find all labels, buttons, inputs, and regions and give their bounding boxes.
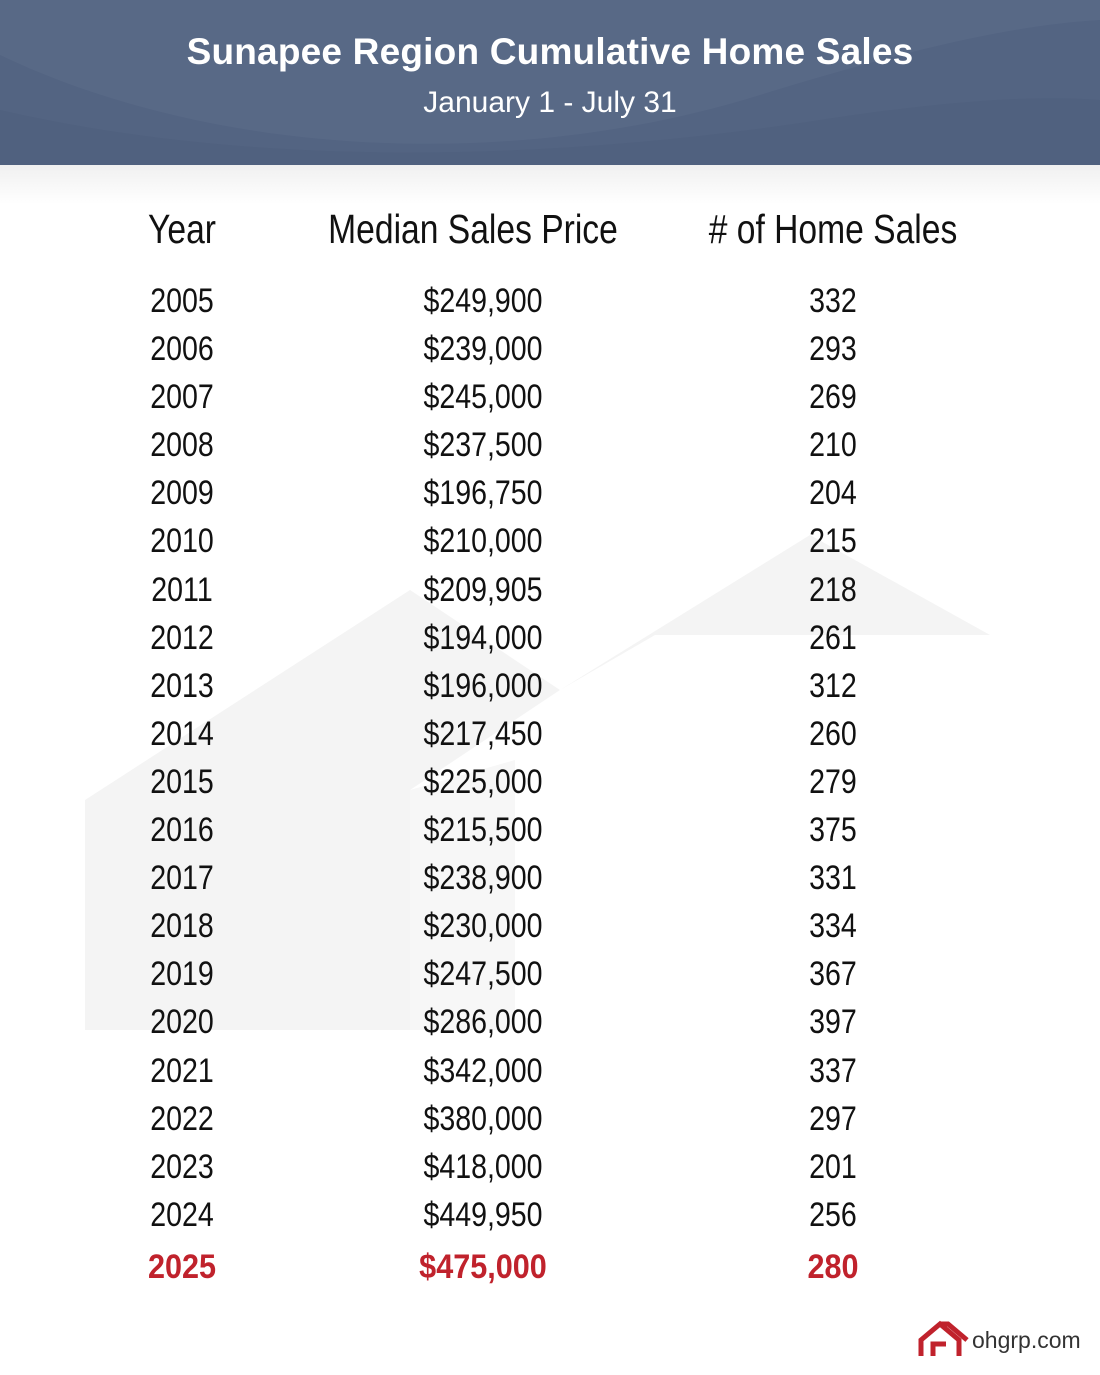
table-row: 2016 $215,500 375 — [0, 809, 1100, 857]
table-row: 2012 $194,000 261 — [0, 617, 1100, 665]
price-cell: $237,500 — [423, 426, 543, 465]
sales-cell: 201 — [809, 1147, 857, 1186]
table-row: 2024 $449,950 256 — [0, 1194, 1100, 1242]
price-cell: $286,000 — [423, 1003, 543, 1042]
year-cell: 2006 — [150, 330, 214, 369]
sales-cell: 367 — [809, 955, 857, 994]
sales-cell: 204 — [809, 474, 857, 513]
year-cell: 2018 — [150, 907, 214, 946]
year-cell: 2019 — [150, 955, 214, 994]
year-cell: 2008 — [150, 426, 214, 465]
price-cell: $209,905 — [423, 570, 543, 609]
price-cell: $249,900 — [423, 282, 543, 320]
logo-text: ohgrp.com — [972, 1326, 1081, 1353]
year-cell: 2021 — [150, 1051, 214, 1090]
price-cell: $225,000 — [423, 762, 543, 801]
year-cell: 2012 — [150, 618, 214, 657]
sales-cell: 375 — [809, 811, 857, 850]
year-cell: 2010 — [150, 522, 214, 561]
header-shadow — [0, 165, 1100, 205]
table-row: 2011 $209,905 218 — [0, 569, 1100, 617]
year-cell: 2024 — [150, 1195, 214, 1234]
price-cell: $196,750 — [423, 474, 543, 513]
table-row: 2023 $418,000 201 — [0, 1146, 1100, 1194]
sales-cell: 331 — [809, 859, 857, 898]
column-header-year: Year — [148, 206, 216, 252]
page-title: Sunapee Region Cumulative Home Sales — [186, 31, 914, 72]
year-cell: 2011 — [151, 570, 213, 609]
table-row: 2005 $249,900 332 — [0, 280, 1100, 328]
price-cell: $215,500 — [423, 811, 543, 850]
year-cell: 2022 — [150, 1099, 214, 1138]
column-header-median-price: Median Sales Price — [328, 206, 618, 252]
sales-cell: 334 — [809, 907, 857, 946]
sales-cell: 269 — [809, 378, 857, 417]
header-background — [0, 0, 1100, 165]
year-cell: 2009 — [150, 474, 214, 513]
table-row: 2006 $239,000 293 — [0, 328, 1100, 376]
price-cell: $210,000 — [423, 522, 543, 561]
table-row: 2019 $247,500 367 — [0, 953, 1100, 1001]
year-cell: 2017 — [150, 859, 214, 898]
sales-cell: 332 — [809, 282, 857, 320]
price-cell: $245,000 — [423, 378, 543, 417]
sales-cell: 293 — [809, 330, 857, 369]
price-cell: $342,000 — [423, 1051, 543, 1090]
table-row: 2021 $342,000 337 — [0, 1050, 1100, 1098]
table-row: 2013 $196,000 312 — [0, 665, 1100, 713]
sales-cell: 215 — [809, 522, 857, 561]
price-cell: $449,950 — [423, 1195, 543, 1234]
year-cell: 2025 — [147, 1247, 217, 1286]
price-cell: $380,000 — [423, 1099, 543, 1138]
price-cell: $418,000 — [423, 1147, 543, 1186]
year-cell: 2005 — [150, 282, 214, 320]
sales-cell: 210 — [809, 426, 857, 465]
price-cell: $194,000 — [423, 618, 543, 657]
price-cell: $217,450 — [423, 714, 543, 753]
table-row: 2015 $225,000 279 — [0, 761, 1100, 809]
sales-cell: 337 — [809, 1051, 857, 1090]
sales-cell: 261 — [809, 618, 857, 657]
price-cell: $196,000 — [423, 666, 543, 705]
sales-cell: 279 — [809, 762, 857, 801]
table-row-highlight: 2025 $475,000 280 — [0, 1246, 1100, 1294]
year-cell: 2014 — [150, 714, 214, 753]
year-cell: 2007 — [150, 378, 214, 417]
year-cell: 2016 — [150, 811, 214, 850]
table-row: 2010 $210,000 215 — [0, 520, 1100, 568]
sales-cell: 397 — [809, 1003, 857, 1042]
page-subtitle: January 1 - July 31 — [423, 86, 677, 119]
house-roof-icon — [918, 1320, 969, 1356]
table-row: 2014 $217,450 260 — [0, 713, 1100, 761]
table-row: 2009 $196,750 204 — [0, 472, 1100, 520]
price-cell: $238,900 — [423, 859, 543, 898]
table-row: 2007 $245,000 269 — [0, 376, 1100, 424]
year-cell: 2015 — [150, 762, 214, 801]
table-row: 2017 $238,900 331 — [0, 857, 1100, 905]
sales-cell: 218 — [809, 570, 857, 609]
column-header-home-sales: # of Home Sales — [708, 206, 958, 252]
year-cell: 2020 — [150, 1003, 214, 1042]
table-row: 2020 $286,000 397 — [0, 1001, 1100, 1049]
price-cell: $475,000 — [419, 1247, 547, 1286]
sales-cell: 297 — [809, 1099, 857, 1138]
price-cell: $239,000 — [423, 330, 543, 369]
sales-table: 2005 $249,900 332 2006 $239,000 293 2007… — [0, 280, 1100, 1294]
year-cell: 2023 — [150, 1147, 214, 1186]
header-banner: Sunapee Region Cumulative Home Sales Jan… — [0, 0, 1100, 165]
price-cell: $247,500 — [423, 955, 543, 994]
table-row: 2008 $237,500 210 — [0, 424, 1100, 472]
sales-cell: 256 — [809, 1195, 857, 1234]
sales-cell: 280 — [807, 1247, 859, 1286]
year-cell: 2013 — [150, 666, 214, 705]
table-row: 2022 $380,000 297 — [0, 1098, 1100, 1146]
sales-cell: 312 — [809, 666, 857, 705]
price-cell: $230,000 — [423, 907, 543, 946]
brand-logo[interactable]: ohgrp.com — [918, 1320, 1081, 1360]
sales-cell: 260 — [809, 714, 857, 753]
table-row: 2018 $230,000 334 — [0, 905, 1100, 953]
